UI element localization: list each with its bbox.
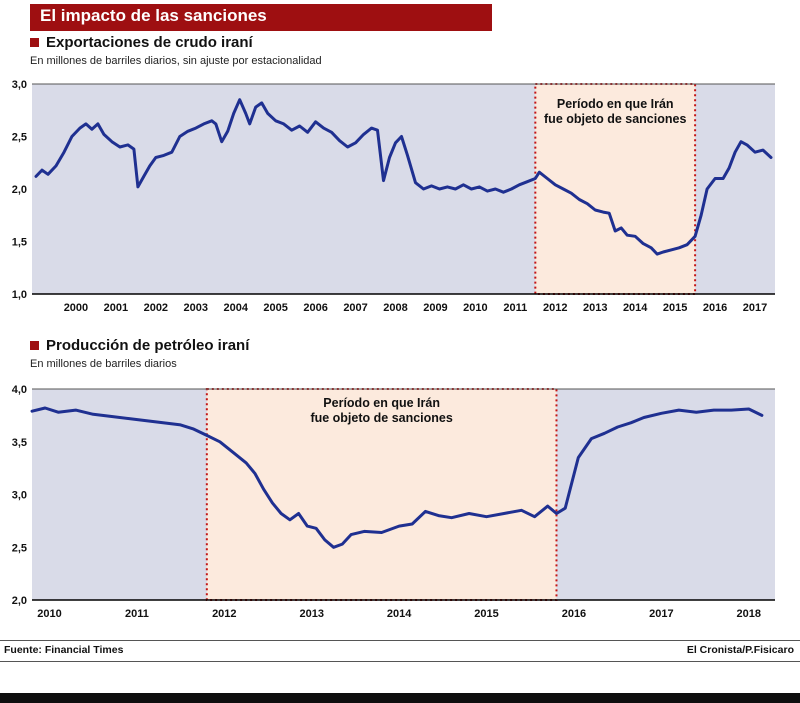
x-axis-tick-label: 2014 (623, 302, 648, 314)
x-axis-tick-label: 2007 (343, 302, 367, 314)
x-axis-tick-label: 2016 (562, 608, 586, 620)
x-axis-tick-label: 2014 (387, 608, 412, 620)
source-credit: Fuente: Financial Times (4, 644, 124, 656)
y-axis-tick-label: 2,0 (12, 184, 27, 196)
x-axis-tick-label: 2012 (212, 608, 236, 620)
y-axis-tick-label: 3,5 (12, 437, 27, 449)
sanctions-annotation: Período en que Irán (323, 396, 440, 410)
x-axis-tick-label: 2002 (144, 302, 168, 314)
y-axis-tick-label: 2,5 (12, 132, 27, 144)
data-line (30, 406, 764, 549)
x-axis-tick-label: 2017 (649, 608, 673, 620)
x-axis-tick-label: 2009 (423, 302, 447, 314)
x-axis-tick-label: 2003 (184, 302, 208, 314)
y-axis-tick-label: 4,0 (12, 384, 27, 396)
x-axis-tick-label: 2008 (383, 302, 407, 314)
exports-chart-title: Exportaciones de crudo iraní (46, 34, 253, 51)
production-chart-title: Producción de petróleo iraní (46, 337, 250, 354)
production-chart-subtitle: En millones de barriles diarios (30, 358, 177, 370)
production-chart-header: Producción de petróleo iraní (30, 337, 249, 354)
x-axis-tick-label: 2018 (737, 608, 761, 620)
x-axis-tick-label: 2006 (303, 302, 327, 314)
sanctions-period-band (205, 388, 558, 601)
sanctions-annotation: fue objeto de sanciones (544, 112, 686, 126)
exports-chart-header: Exportaciones de crudo iraní (30, 34, 253, 51)
y-axis-tick-label: 2,0 (12, 595, 27, 607)
y-axis-tick-label: 3,0 (12, 490, 27, 502)
x-axis-tick-label: 2011 (125, 608, 149, 620)
x-axis-tick-label: 2015 (663, 302, 687, 314)
x-axis-tick-label: 2010 (37, 608, 61, 620)
sanctions-annotation: fue objeto de sanciones (310, 411, 452, 425)
red-square-bullet-icon (30, 38, 39, 47)
x-axis-tick-label: 2011 (503, 302, 527, 314)
footer-top-rule (0, 640, 800, 641)
x-axis-tick-label: 2001 (104, 302, 128, 314)
x-axis-tick-label: 2017 (743, 302, 767, 314)
x-axis-tick-label: 2016 (703, 302, 727, 314)
x-axis-tick-label: 2015 (474, 608, 498, 620)
data-line (34, 98, 773, 256)
footer: Fuente: Financial Times El Cronista/P.Fi… (0, 644, 800, 656)
bottom-black-bar (0, 693, 800, 703)
sanctions-annotation: Período en que Irán (557, 97, 674, 111)
y-axis-tick-label: 1,5 (12, 237, 27, 249)
y-axis-tick-label: 3,0 (12, 79, 27, 91)
footer-bottom-rule (0, 661, 800, 662)
x-axis-tick-label: 2004 (223, 302, 248, 314)
page-title-bar: El impacto de las sanciones (30, 4, 492, 31)
y-axis-tick-label: 2,5 (12, 542, 27, 554)
x-axis-tick-label: 2013 (583, 302, 607, 314)
x-axis-tick-label: 2005 (263, 302, 287, 314)
exports-chart-subtitle: En millones de barriles diarios, sin aju… (30, 55, 322, 67)
x-axis-tick-label: 2013 (299, 608, 323, 620)
x-axis-tick-label: 2012 (543, 302, 567, 314)
author-credit: El Cronista/P.Fisicaro (686, 644, 794, 656)
page-title: El impacto de las sanciones (40, 6, 267, 25)
y-axis-tick-label: 1,0 (12, 289, 27, 301)
red-square-bullet-icon (30, 341, 39, 350)
x-axis-tick-label: 2000 (64, 302, 88, 314)
x-axis-tick-label: 2010 (463, 302, 487, 314)
